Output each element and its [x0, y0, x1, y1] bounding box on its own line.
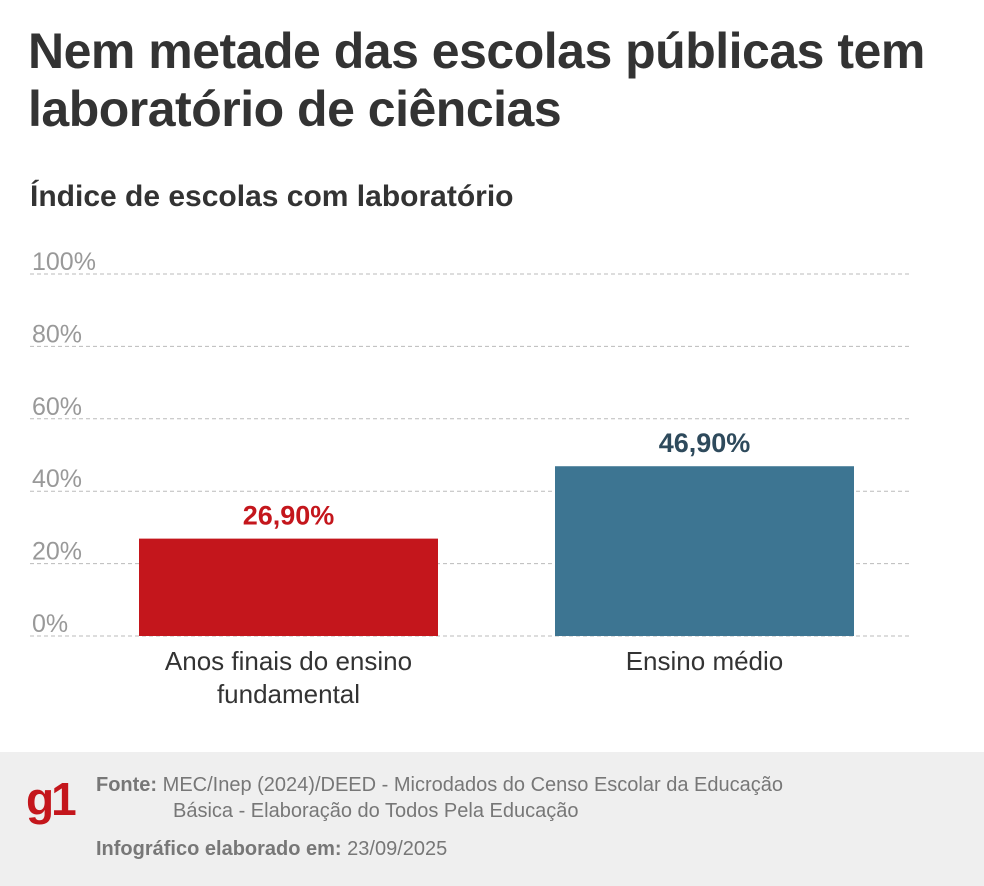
- bar-chart: 0% 20% 40% 60% 80% 100% 26,90% Anos finais do e…: [30, 248, 912, 709]
- date-text: 23/09/2025: [347, 838, 448, 860]
- y-tick-label: 40%: [32, 465, 82, 493]
- bar: [139, 538, 438, 636]
- x-tick-label: Anos finais do ensino: [165, 646, 412, 676]
- date-label: Infográfico elaborado em:: [96, 838, 342, 860]
- y-tick-label: 0%: [32, 610, 68, 638]
- chart-subtitle: Índice de escolas com laboratório: [30, 180, 514, 213]
- y-tick-label: 60%: [32, 393, 82, 421]
- source-label: Fonte:: [96, 774, 158, 796]
- y-tick-label: 80%: [32, 320, 82, 348]
- y-tick-label: 20%: [32, 538, 82, 566]
- source-text-2: Básica - Elaboração do Todos Pela Educaç…: [173, 800, 579, 822]
- footer: g1 Fonte: MEC/Inep (2024)/DEED - Microda…: [0, 752, 984, 886]
- y-tick-label: 100%: [32, 248, 96, 276]
- g1-logo: g1: [26, 773, 77, 825]
- data-label: 26,90%: [243, 501, 335, 531]
- x-tick-label: fundamental: [217, 679, 360, 709]
- data-label: 46,90%: [659, 428, 751, 458]
- source-text-1: MEC/Inep (2024)/DEED - Microdados do Cen…: [162, 774, 783, 796]
- chart-title: Nem metade das escolas públicas tem labo…: [28, 23, 925, 137]
- x-tick-label: Ensino médio: [626, 646, 784, 676]
- bar: [555, 466, 854, 636]
